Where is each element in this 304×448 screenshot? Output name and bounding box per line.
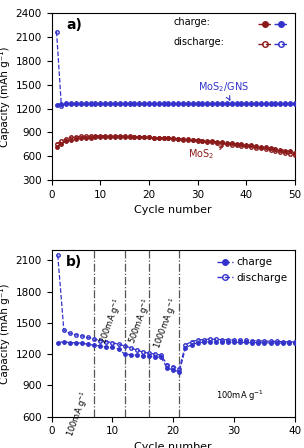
Legend: charge, discharge: charge, discharge: [215, 255, 290, 284]
Text: 1000mA g$^{-1}$: 1000mA g$^{-1}$: [150, 296, 182, 351]
Text: charge:: charge:: [173, 17, 210, 27]
Text: b): b): [66, 255, 82, 269]
Y-axis label: Capacity (mAh g⁻¹): Capacity (mAh g⁻¹): [0, 283, 10, 383]
Y-axis label: Capacity (mAh g⁻¹): Capacity (mAh g⁻¹): [0, 47, 10, 147]
Text: discharge:: discharge:: [173, 37, 224, 47]
Text: 500mA g$^{-1}$: 500mA g$^{-1}$: [126, 296, 156, 346]
Text: 200mA g$^{-1}$: 200mA g$^{-1}$: [96, 296, 126, 346]
Legend: , : ,: [257, 38, 290, 50]
Text: MoS$_2$/GNS: MoS$_2$/GNS: [198, 80, 249, 100]
Text: MoS$_2$: MoS$_2$: [188, 146, 223, 161]
Text: 100mA g$^{-1}$: 100mA g$^{-1}$: [216, 388, 264, 403]
Text: a): a): [66, 18, 82, 32]
Text: 100mA g$^{-1}$: 100mA g$^{-1}$: [64, 388, 94, 439]
X-axis label: Cycle number: Cycle number: [134, 205, 212, 215]
X-axis label: Cycle number: Cycle number: [134, 442, 212, 448]
